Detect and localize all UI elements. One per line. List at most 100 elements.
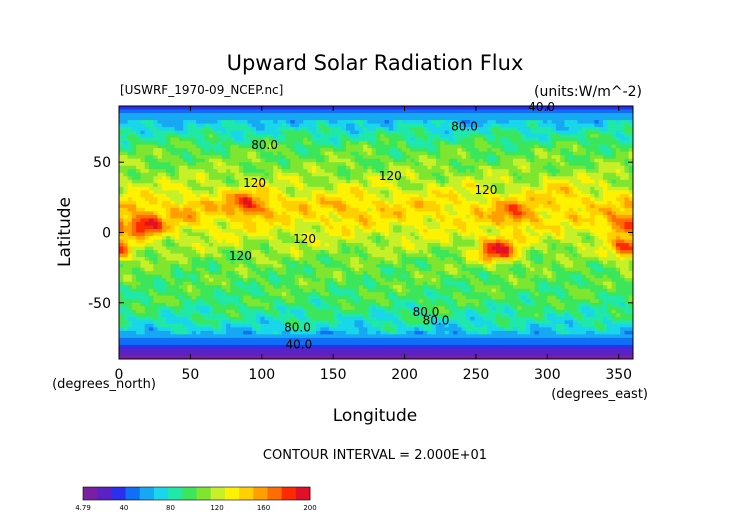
heatmap-cell [491, 207, 497, 213]
heatmap-cell [294, 179, 300, 184]
heatmap-cell [491, 176, 497, 181]
heatmap-cell [196, 221, 201, 227]
heatmap-cell [324, 176, 330, 181]
heatmap-cell [495, 176, 501, 181]
heatmap-cell [358, 158, 364, 163]
heatmap-cell [243, 186, 249, 191]
heatmap-cell [119, 207, 124, 213]
heatmap-cell [346, 218, 351, 223]
heatmap-cell [521, 155, 527, 160]
heatmap-cell [487, 165, 493, 170]
heatmap-cell [213, 204, 219, 209]
heatmap-cell [487, 193, 493, 198]
heatmap-cell [260, 243, 266, 248]
heatmap-cell [384, 113, 390, 118]
heatmap-cell [234, 134, 240, 139]
heatmap-cell [453, 200, 458, 205]
heatmap-cell [367, 176, 373, 181]
heatmap-cell [427, 169, 433, 174]
heatmap-cell [119, 214, 124, 220]
heatmap-cell [196, 172, 201, 177]
heatmap-cell [213, 141, 219, 146]
heatmap-cell [457, 197, 463, 202]
heatmap-cell [363, 200, 369, 205]
heatmap-cell [264, 239, 270, 244]
heatmap-cell [380, 236, 386, 241]
heatmap-cell [504, 120, 510, 125]
heatmap-cell [525, 221, 531, 227]
heatmap-cell [144, 137, 150, 142]
heatmap-cell [628, 165, 633, 170]
heatmap-cell [388, 211, 394, 216]
heatmap-cell [247, 165, 253, 170]
heatmap-cell [414, 165, 420, 170]
heatmap-cell [324, 243, 330, 248]
heatmap-cell [418, 130, 424, 135]
heatmap-cell [174, 214, 180, 220]
heatmap-cell [560, 179, 566, 184]
heatmap-cell [328, 200, 334, 205]
heatmap-cell [281, 109, 287, 114]
heatmap-cell [611, 211, 617, 216]
heatmap-cell [294, 144, 300, 149]
heatmap-cell [153, 148, 159, 153]
heatmap-cell [397, 123, 403, 128]
heatmap-cell [307, 172, 313, 177]
heatmap-cell [363, 186, 369, 191]
heatmap-cell [268, 123, 274, 128]
heatmap-cell [363, 155, 369, 160]
heatmap-cell [153, 183, 159, 188]
heatmap-cell [166, 221, 171, 227]
heatmap-cell [187, 162, 193, 167]
heatmap-cell [435, 186, 441, 191]
heatmap-cell [410, 204, 416, 209]
heatmap-cell [350, 179, 356, 184]
heatmap-cell [230, 148, 236, 153]
heatmap-cell [166, 109, 171, 114]
heatmap-cell [517, 155, 523, 160]
heatmap-cell [547, 179, 553, 184]
heatmap-cell [178, 113, 184, 118]
heatmap-cell [560, 113, 566, 118]
heatmap-cell [140, 193, 146, 198]
heatmap-cell [341, 183, 347, 188]
heatmap-cell [346, 130, 351, 135]
heatmap-cell [388, 236, 394, 241]
heatmap-cell [298, 243, 304, 248]
heatmap-cell [260, 225, 266, 230]
heatmap-cell [204, 162, 210, 167]
heatmap-cell [260, 246, 266, 251]
heatmap-cell [316, 141, 321, 146]
heatmap-cell [577, 162, 583, 167]
heatmap-cell [303, 116, 309, 121]
heatmap-cell [624, 246, 630, 251]
heatmap-cell [620, 200, 626, 205]
heatmap-cell [191, 169, 197, 174]
heatmap-cell [491, 169, 497, 174]
heatmap-cell [401, 116, 407, 121]
heatmap-cell [316, 134, 321, 139]
heatmap-cell [555, 204, 561, 209]
heatmap-cell [170, 144, 176, 149]
heatmap-cell [346, 243, 351, 248]
heatmap-cell [320, 243, 326, 248]
heatmap-cell [307, 243, 313, 248]
heatmap-cell [320, 123, 326, 128]
heatmap-cell [603, 155, 608, 160]
heatmap-cell [166, 218, 171, 223]
heatmap-cell [615, 172, 621, 177]
heatmap-cell [268, 232, 274, 237]
heatmap-cell [174, 225, 180, 230]
heatmap-cell [230, 239, 236, 244]
heatmap-cell [208, 190, 214, 195]
heatmap-cell [153, 144, 159, 149]
heatmap-cell [230, 204, 236, 209]
heatmap-cell [294, 134, 300, 139]
heatmap-cell [525, 239, 531, 244]
heatmap-cell [508, 144, 514, 149]
heatmap-cell [444, 197, 450, 202]
heatmap-cell [577, 130, 583, 135]
heatmap-cell [495, 123, 501, 128]
heatmap-cell [243, 162, 249, 167]
heatmap-cell [371, 123, 377, 128]
